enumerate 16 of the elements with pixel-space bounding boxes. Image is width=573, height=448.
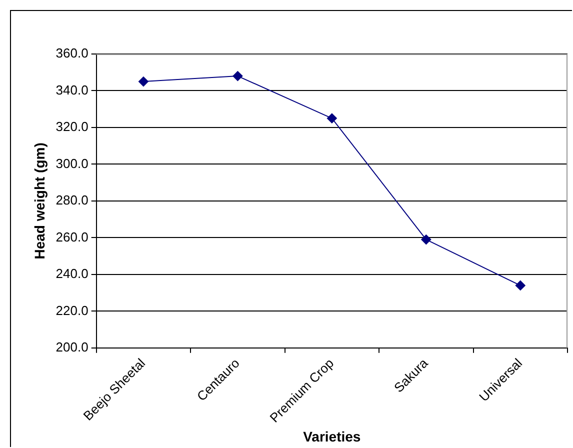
y-tick-label: 320.0 xyxy=(56,119,88,134)
y-tick-label: 260.0 xyxy=(56,229,88,244)
point xyxy=(232,71,243,82)
point xyxy=(515,280,526,290)
y-axis-title: Head weight (gm) xyxy=(31,142,48,260)
y-tick-label: 240.0 xyxy=(56,266,88,282)
point xyxy=(421,234,432,245)
y-tick-label: 360.0 xyxy=(56,46,88,61)
y-tick-label: 220.0 xyxy=(56,302,88,318)
y-tick-label: 200.0 xyxy=(56,339,88,354)
x-axis-title: Varieties xyxy=(303,428,361,444)
y-tick-label: 300.0 xyxy=(56,156,88,171)
point xyxy=(326,113,337,124)
point xyxy=(138,76,148,87)
y-tick-label: 280.0 xyxy=(56,192,88,208)
y-tick-label: 340.0 xyxy=(56,82,88,98)
